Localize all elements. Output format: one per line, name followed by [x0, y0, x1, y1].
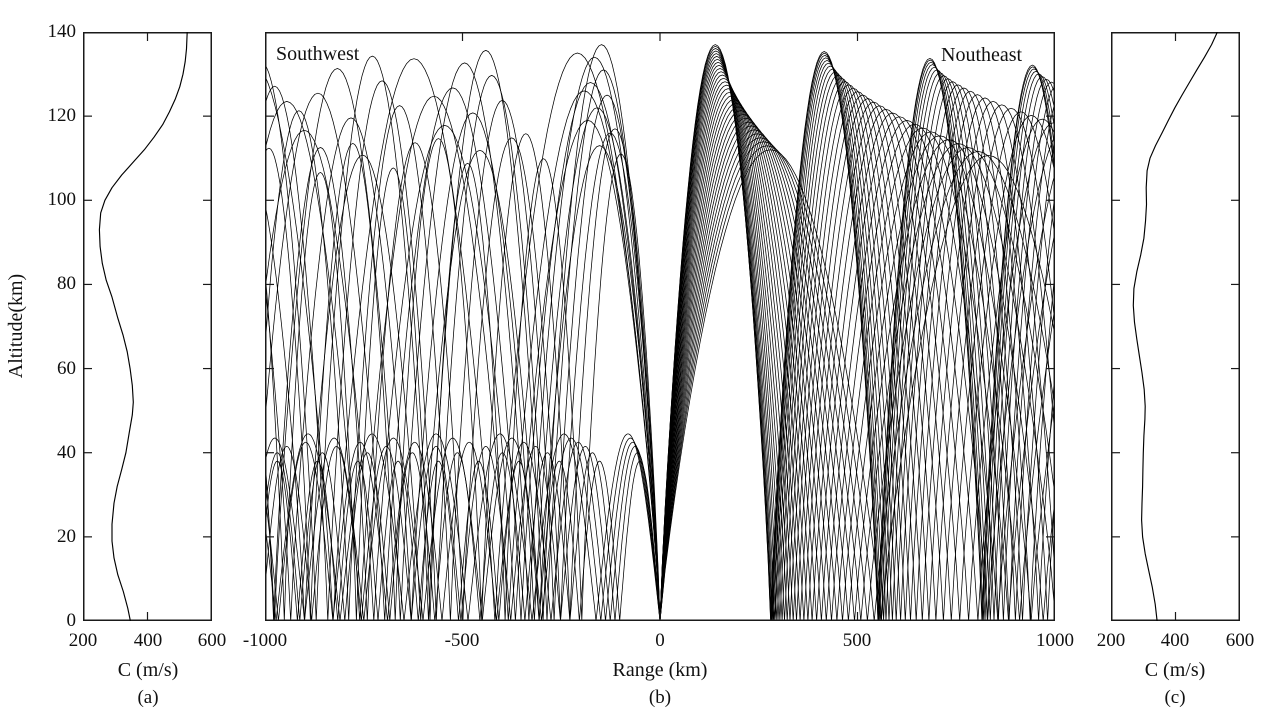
- y-tick-label: 60: [57, 358, 76, 379]
- panel-b-ray-path-plot: [265, 32, 1055, 621]
- y-tick-label: 20: [57, 526, 76, 547]
- y-tick-label: 120: [47, 105, 77, 126]
- southwest-annotation: Southwest: [276, 43, 360, 65]
- noutheast-annotation: Noutheast: [941, 44, 1023, 66]
- x-tick-label: 1000: [1036, 630, 1074, 651]
- panel-b-tag: (b): [648, 687, 672, 708]
- y-tick-label: 100: [47, 189, 77, 210]
- x-tick-label: 200: [1096, 630, 1126, 651]
- panel-b-x-axis-label: Range (km): [612, 659, 708, 681]
- panel-a-sound-speed-plot: [83, 32, 212, 621]
- x-tick-label: 500: [842, 630, 872, 651]
- y-tick-label: 140: [47, 21, 77, 42]
- panel-c-sound-speed-plot: [1111, 32, 1240, 621]
- x-tick-label: 600: [197, 630, 227, 651]
- panel-c-tag: (c): [1164, 687, 1186, 708]
- panel-a-tag: (a): [137, 687, 159, 708]
- panel-a-x-axis-label: C (m/s): [117, 659, 179, 681]
- x-tick-label: 600: [1225, 630, 1255, 651]
- x-tick-label: -500: [444, 630, 480, 651]
- x-tick-label: 200: [68, 630, 98, 651]
- y-tick-label: 0: [66, 610, 77, 631]
- y-tick-label: 80: [57, 273, 76, 294]
- x-tick-label: 400: [1160, 630, 1190, 651]
- x-tick-label: 400: [133, 630, 163, 651]
- y-tick-label: 40: [57, 442, 76, 463]
- x-tick-label: 0: [655, 630, 665, 651]
- x-tick-label: -1000: [242, 630, 288, 651]
- y-axis-label: Altitude(km): [5, 273, 27, 379]
- panel-c-x-axis-label: C (m/s): [1144, 659, 1206, 681]
